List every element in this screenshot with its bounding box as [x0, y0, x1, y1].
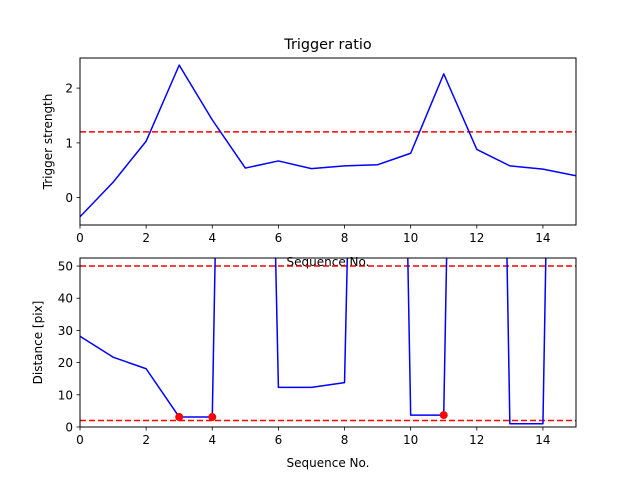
x-tick-label: 14 [535, 433, 550, 447]
y-tick-label: 20 [58, 356, 73, 370]
marker-group [175, 411, 448, 422]
marker-point [439, 411, 448, 420]
y-axis-label: Distance [pix] [31, 301, 45, 385]
threshold-lines [80, 265, 576, 422]
x-tick-label: 8 [341, 231, 349, 245]
chart-title: Trigger ratio [283, 37, 372, 53]
y-tick-label: 0 [65, 191, 73, 205]
trigger-ratio-subplot: 0 2 4 6 8 10 12 14 012 Trigger ratio Sequence N… [41, 37, 577, 269]
x-tick-label: 10 [403, 231, 418, 245]
series-line-0 [80, 64, 576, 218]
marker-point [175, 413, 184, 422]
x-tick-label: 10 [403, 433, 418, 447]
y-tick-label: 40 [58, 292, 73, 306]
x-ticks: 0 2 4 6 8 10 12 14 [76, 225, 551, 245]
y-tick-label: 30 [58, 324, 73, 338]
x-tick-label: 12 [469, 231, 484, 245]
axes-frame [79, 257, 577, 428]
x-tick-label: 14 [535, 231, 550, 245]
y-tick-label: 2 [65, 82, 73, 96]
marker-point [208, 413, 217, 422]
x-tick-label: 2 [142, 231, 150, 245]
x-tick-label: 2 [142, 433, 150, 447]
y-axis-label: Trigger strength [41, 94, 55, 191]
y-ticks: 0 10 20 30 40 50 [58, 260, 80, 435]
y-tick-label: 1 [65, 136, 73, 150]
x-tick-label: 4 [208, 433, 216, 447]
x-tick-label: 4 [208, 231, 216, 245]
x-tick-label: 6 [275, 231, 283, 245]
y-tick-label: 50 [58, 260, 73, 274]
x-tick-label: 0 [76, 231, 84, 245]
x-tick-label: 0 [76, 433, 84, 447]
x-tick-label: 8 [341, 433, 349, 447]
y-tick-label: 0 [65, 421, 73, 435]
x-tick-label: 6 [275, 433, 283, 447]
series-line-0 [80, 258, 547, 425]
series-group [80, 258, 547, 425]
x-ticks: 0 2 4 6 8 10 12 14 [76, 427, 551, 447]
distance-subplot: 0 2 4 6 8 10 12 14 0 10 20 30 40 50 Sequence No. Dis… [31, 257, 577, 470]
y-tick-label: 10 [58, 388, 73, 402]
x-axis-label: Sequence No. [287, 255, 370, 269]
y-ticks: 0 1 2 [65, 82, 80, 205]
series-group [80, 64, 576, 218]
axes-frame [79, 57, 577, 226]
x-tick-label: 12 [469, 433, 484, 447]
x-axis-label: Sequence No. [287, 456, 370, 470]
